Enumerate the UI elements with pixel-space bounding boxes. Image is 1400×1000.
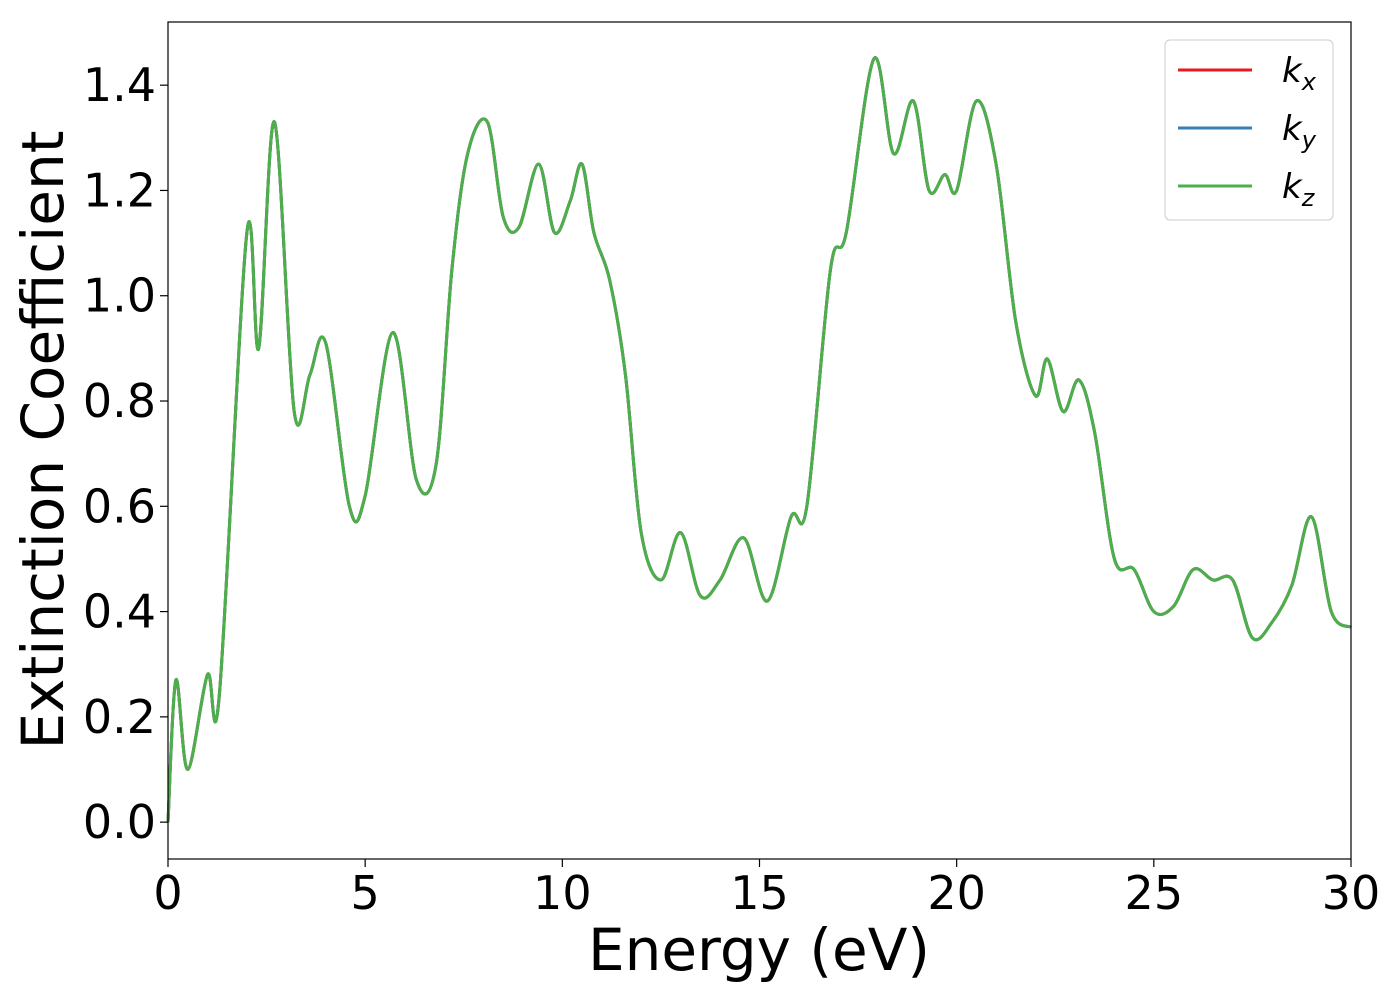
x-tick-label: 15: [730, 866, 789, 920]
legend-label-x: kx: [1282, 51, 1317, 96]
x-axis-label: Energy (eV): [588, 916, 930, 984]
y-tick-label: 0.4: [83, 585, 156, 639]
x-axis-ticks: 0 5 10 15 20 25 30: [153, 859, 1380, 920]
x-tick-label: 25: [1125, 866, 1184, 920]
x-tick-label: 10: [533, 866, 592, 920]
x-tick-label: 20: [927, 866, 986, 920]
legend-items: kx ky kz: [1178, 51, 1317, 212]
x-tick-label: 30: [1322, 866, 1381, 920]
y-tick-label: 1.4: [83, 58, 156, 112]
legend: kx ky kz: [1164, 39, 1334, 221]
y-axis-label: Extinction Coefficient: [9, 131, 77, 750]
y-tick-label: 0.6: [83, 479, 156, 533]
series-lines: [166, 56, 1352, 823]
y-tick-label: 1.2: [83, 163, 156, 217]
y-axis-ticks: 0.0 0.2 0.4 0.6 0.8 1.0 1.2 1.4: [83, 58, 168, 849]
y-tick-label: 0.2: [83, 690, 156, 744]
series-line-z: [166, 56, 1352, 823]
y-tick-label: 1.0: [83, 269, 156, 323]
y-tick-label: 0.0: [83, 795, 156, 849]
y-tick-label: 0.8: [83, 374, 156, 428]
legend-label-y: ky: [1282, 109, 1317, 154]
x-tick-label: 5: [351, 866, 380, 920]
x-tick-label: 0: [153, 866, 182, 920]
legend-box: [1164, 39, 1334, 221]
legend-label-z: kz: [1282, 167, 1316, 212]
